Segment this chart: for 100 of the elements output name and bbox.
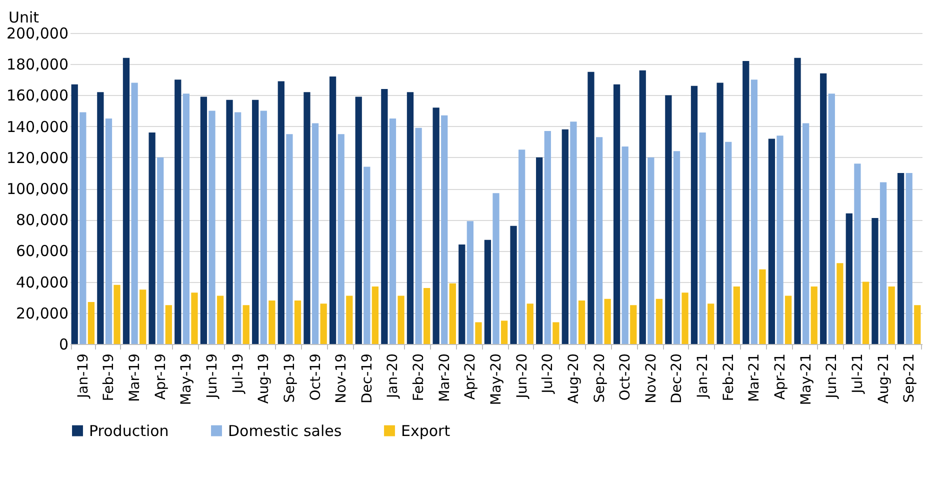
bar <box>552 322 560 344</box>
x-tick-label: Jan-21 <box>695 354 712 399</box>
bar <box>742 60 750 344</box>
x-tick-label: May-19 <box>178 354 195 406</box>
bar <box>536 157 543 344</box>
bar <box>355 96 362 344</box>
bar <box>673 151 680 344</box>
bar <box>526 304 534 344</box>
bar <box>114 284 120 344</box>
x-tick-label: Feb-19 <box>101 354 118 402</box>
x-tick-label: Sep-19 <box>282 354 298 403</box>
bar <box>588 72 594 344</box>
bar <box>312 123 319 344</box>
bar <box>578 300 586 344</box>
bar <box>872 218 878 344</box>
bar <box>157 157 164 344</box>
bar <box>364 166 370 344</box>
bar <box>372 286 379 344</box>
x-tick-label: Feb-20 <box>411 354 428 402</box>
bar <box>71 84 78 344</box>
bar <box>733 286 740 344</box>
bar <box>810 286 818 344</box>
bar <box>596 137 603 344</box>
bar <box>562 129 568 344</box>
bar <box>759 269 766 344</box>
bar <box>97 92 104 344</box>
x-tick-label: Jan-19 <box>75 354 92 399</box>
bar <box>304 92 310 344</box>
bar <box>725 142 732 344</box>
bar <box>768 138 776 344</box>
bar <box>492 193 500 344</box>
x-tick-label: Aug-21 <box>876 354 892 404</box>
bar <box>122 58 130 344</box>
y-tick-label: 180,000 <box>6 56 68 74</box>
bar <box>432 108 440 344</box>
y-tick-label: 140,000 <box>6 118 68 136</box>
x-tick-label: Feb-21 <box>720 354 737 402</box>
bar <box>604 298 611 344</box>
bar <box>320 304 327 344</box>
x-tick-label: Jul-19 <box>230 354 246 394</box>
bar <box>182 94 190 344</box>
x-tick-label: Oct-20 <box>618 354 634 401</box>
bar <box>191 292 198 344</box>
bar <box>329 76 336 344</box>
bar <box>518 150 526 344</box>
bar <box>131 82 138 344</box>
legend-label: Production <box>89 422 169 440</box>
bar <box>836 263 844 344</box>
x-tick-label: Jan-20 <box>385 354 402 399</box>
bar <box>458 244 466 344</box>
y-tick-label: 40,000 <box>16 273 68 292</box>
bar <box>630 305 637 344</box>
bar <box>897 172 904 344</box>
bar <box>690 86 698 344</box>
bar <box>906 172 912 344</box>
legend-label: Export <box>401 422 450 440</box>
bar <box>716 82 724 344</box>
bar <box>381 88 388 344</box>
bar <box>622 146 628 344</box>
bar <box>854 164 861 344</box>
bar <box>846 213 852 344</box>
bar <box>268 300 276 344</box>
x-tick-label: Dec-20 <box>669 354 686 404</box>
x-tick-label: Jul-20 <box>540 354 556 394</box>
x-tick-label: Aug-19 <box>256 354 272 404</box>
bar <box>500 320 508 344</box>
x-tick-label: Oct-19 <box>308 354 324 401</box>
bar <box>914 305 921 344</box>
bar <box>613 84 620 344</box>
bar <box>449 283 456 344</box>
x-tick-label: Jul-21 <box>850 354 866 394</box>
legend-label: Domestic sales <box>228 422 342 440</box>
bar <box>888 286 895 344</box>
bar <box>200 96 208 344</box>
bar <box>510 226 517 344</box>
bar <box>216 296 224 344</box>
x-tick-label: Jun-19 <box>204 354 220 400</box>
x-tick-label: Sep-20 <box>592 354 608 403</box>
bar <box>820 73 827 344</box>
bar <box>699 132 706 344</box>
bar <box>776 136 784 344</box>
y-tick-label: 100,000 <box>6 180 68 198</box>
bar <box>415 128 422 344</box>
x-tick-label: Dec-19 <box>359 354 376 404</box>
bar <box>665 95 672 344</box>
bar <box>708 304 714 344</box>
bar <box>639 70 646 344</box>
bar <box>484 240 492 344</box>
bar <box>648 157 654 344</box>
y-tick-label: 0 <box>58 336 68 354</box>
bar <box>880 182 887 344</box>
x-tick-label: Mar-19 <box>127 354 144 402</box>
bar <box>828 94 835 344</box>
bar <box>406 92 414 344</box>
bar <box>165 305 172 344</box>
bar <box>750 80 758 344</box>
bar <box>105 118 112 344</box>
x-tick-label: Mar-20 <box>436 354 453 402</box>
bar <box>862 282 870 344</box>
y-tick-label: 80,000 <box>16 211 68 230</box>
